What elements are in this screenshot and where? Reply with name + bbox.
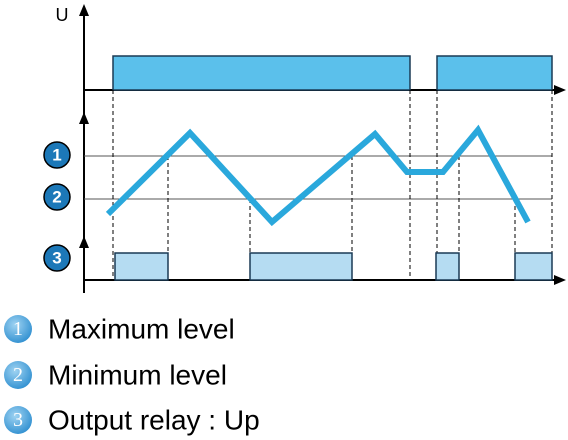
legend-text: Output relay : Up [48, 405, 260, 436]
legend-number: 1 [13, 318, 23, 340]
marker-number: 2 [52, 188, 61, 207]
axis-label: U [56, 5, 69, 25]
marker-number: 3 [52, 249, 61, 268]
legend-number: 2 [13, 364, 23, 386]
threshold-lines [84, 155, 552, 200]
signal-wave [105, 124, 531, 227]
legend-text: Minimum level [48, 360, 227, 391]
relay-bars [114, 252, 553, 281]
guide-lines [112, 90, 553, 280]
legend-number: 3 [13, 409, 23, 431]
legend: 1 Maximum level 2 Minimum level 3 Output… [4, 314, 260, 436]
legend-text: Maximum level [48, 314, 235, 345]
supply-bars [112, 55, 553, 91]
marker-number: 1 [52, 146, 61, 165]
markers: 1 2 3 [43, 141, 71, 272]
axes [79, 4, 566, 293]
